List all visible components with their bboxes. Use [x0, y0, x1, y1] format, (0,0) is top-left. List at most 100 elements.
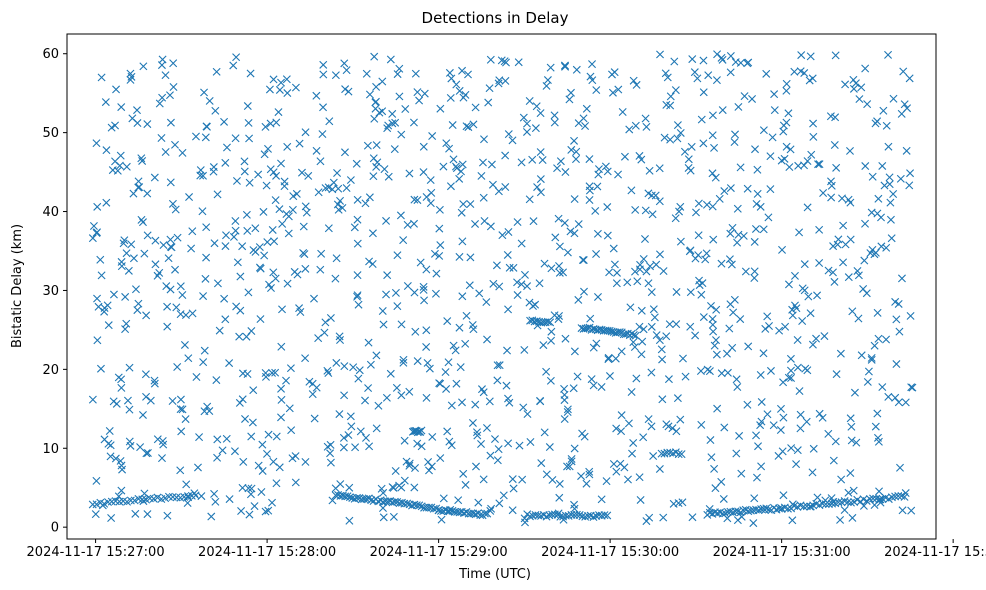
data-point: [493, 361, 502, 370]
data-point: [684, 155, 693, 164]
data-point: [641, 206, 650, 215]
data-point: [628, 449, 637, 458]
data-point: [275, 85, 284, 94]
data-point: [547, 264, 556, 273]
data-point: [260, 150, 269, 159]
data-point: [428, 432, 437, 441]
data-point: [215, 326, 224, 335]
data-point: [625, 125, 634, 134]
data-point: [721, 509, 730, 518]
data-point: [367, 496, 376, 505]
data-point: [836, 515, 845, 524]
data-point: [582, 479, 591, 488]
data-point: [361, 199, 370, 208]
data-point: [712, 305, 721, 314]
data-point: [779, 127, 788, 136]
data-point: [877, 242, 886, 251]
data-point: [378, 306, 387, 315]
data-point: [905, 74, 914, 83]
data-point: [331, 274, 340, 283]
data-point: [321, 318, 330, 327]
data-point: [573, 372, 582, 381]
data-point: [353, 239, 362, 248]
data-point: [417, 442, 426, 451]
data-point: [897, 274, 906, 283]
data-point: [563, 248, 572, 257]
data-point: [663, 73, 672, 82]
data-point: [508, 475, 517, 484]
data-point: [268, 368, 277, 377]
data-point: [735, 431, 744, 440]
data-point: [107, 123, 116, 132]
data-point: [201, 274, 210, 283]
data-point: [664, 422, 673, 431]
data-point: [301, 354, 310, 363]
data-point: [338, 203, 347, 212]
data-point: [702, 200, 711, 209]
data-point: [232, 302, 241, 311]
data-point: [466, 200, 475, 209]
data-point: [708, 169, 717, 178]
data-point: [401, 104, 410, 113]
data-point: [210, 239, 219, 248]
data-point: [462, 311, 471, 320]
data-point: [547, 327, 556, 336]
data-point: [363, 141, 372, 150]
data-point: [612, 467, 621, 476]
data-point: [286, 364, 295, 373]
data-point: [410, 288, 419, 297]
data-point: [106, 441, 115, 450]
data-point: [342, 66, 351, 75]
data-point: [639, 325, 648, 334]
data-point: [592, 339, 601, 348]
data-point: [793, 446, 802, 455]
data-point: [800, 260, 809, 269]
data-point: [659, 513, 668, 522]
data-point: [458, 66, 467, 75]
data-point: [699, 313, 708, 322]
data-point: [843, 498, 852, 507]
data-point: [166, 285, 175, 294]
data-point: [734, 102, 743, 111]
data-point: [283, 142, 292, 151]
data-point: [202, 122, 211, 131]
data-point: [245, 510, 254, 519]
data-point: [91, 510, 100, 519]
data-point: [889, 94, 898, 103]
data-point: [158, 436, 167, 445]
data-point: [712, 350, 721, 359]
data-point: [624, 419, 633, 428]
data-point: [361, 396, 370, 405]
data-point: [413, 196, 422, 205]
data-point: [264, 144, 272, 153]
data-point: [138, 410, 147, 419]
data-point: [547, 336, 556, 345]
data-point: [574, 220, 583, 229]
data-point: [173, 363, 182, 371]
data-point: [717, 259, 726, 268]
data-point: [570, 347, 579, 356]
data-point: [840, 506, 849, 515]
data-point: [257, 487, 266, 496]
data-point: [345, 493, 354, 502]
data-point: [382, 290, 391, 299]
data-point: [536, 188, 545, 197]
data-point: [246, 69, 255, 78]
data-point: [369, 172, 378, 181]
data-point: [677, 450, 686, 459]
data-point: [211, 106, 220, 115]
data-point: [435, 251, 444, 260]
data-point: [390, 497, 399, 506]
data-point: [213, 435, 222, 444]
data-point: [805, 76, 814, 85]
data-point: [891, 393, 900, 402]
data-point: [617, 347, 626, 356]
data-point: [793, 363, 802, 372]
data-point: [676, 415, 685, 424]
data-point: [664, 375, 673, 384]
data-point: [855, 95, 864, 104]
data-point: [519, 113, 528, 122]
data-point: [570, 444, 579, 453]
data-point: [617, 411, 626, 420]
data-point: [282, 75, 291, 84]
